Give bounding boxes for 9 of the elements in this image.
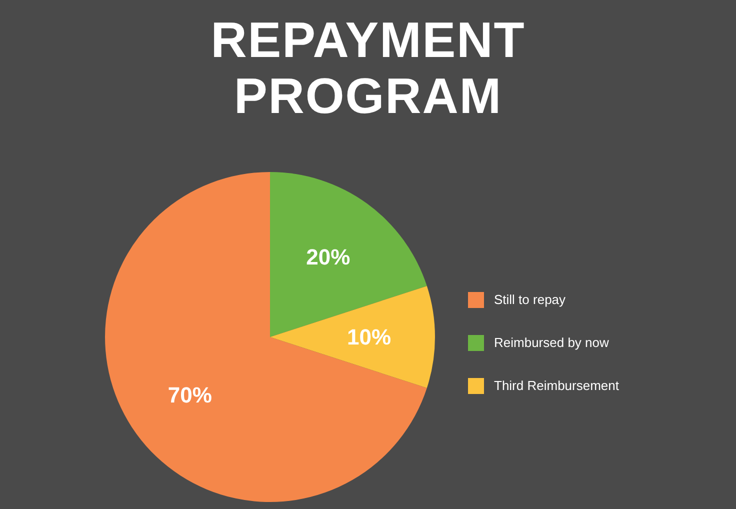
data-label: 70% — [168, 382, 212, 408]
legend-label: Still to repay — [494, 292, 566, 307]
data-label: 20% — [306, 244, 350, 270]
pie-slice — [270, 286, 435, 388]
chart-title: REPAYMENT PROGRAM — [210, 12, 526, 124]
pie-slice — [105, 172, 427, 502]
legend-label: Reimbursed by now — [494, 335, 609, 350]
data-label: 10% — [346, 324, 392, 350]
legend-label: Third Reimbursement — [494, 378, 619, 393]
